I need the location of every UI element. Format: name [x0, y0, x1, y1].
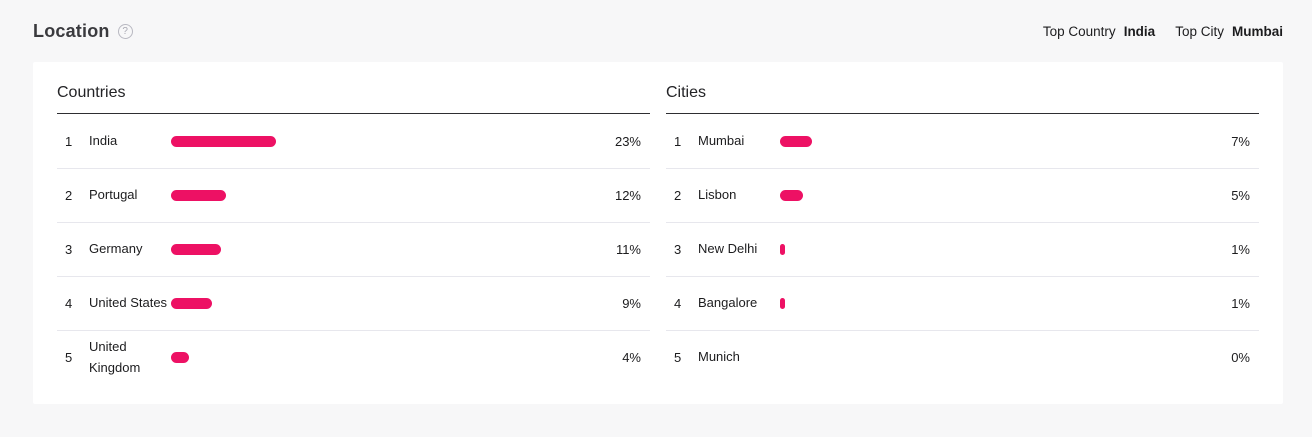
bar-track	[171, 298, 622, 309]
rank-label: 5	[65, 350, 73, 365]
country-name: United Kingdom	[89, 339, 141, 375]
percent-label: 9%	[622, 296, 641, 311]
city-name: Munich	[698, 349, 740, 365]
top-country-label: Top Country	[1042, 23, 1116, 39]
city-name: New Delhi	[698, 241, 758, 257]
columns: Countries 1 India 23% 2 Portugal 12% 3 G…	[57, 62, 1259, 384]
city-row: 2 Lisbon 5%	[666, 168, 1259, 222]
countries-column: Countries 1 India 23% 2 Portugal 12% 3 G…	[57, 62, 650, 384]
bar-track	[780, 352, 1231, 363]
city-name: Lisbon	[698, 187, 737, 203]
percent-label: 4%	[622, 350, 641, 365]
percent-bar	[171, 244, 222, 255]
country-row: 4 United States 9%	[57, 276, 650, 330]
country-row: 1 India 23%	[57, 114, 650, 168]
location-card: Countries 1 India 23% 2 Portugal 12% 3 G…	[33, 62, 1283, 404]
bar-track	[171, 135, 615, 147]
percent-label: 0%	[1231, 350, 1250, 365]
city-name: Bangalore	[698, 295, 758, 311]
countries-header: Countries	[57, 62, 650, 114]
rank-label: 3	[65, 242, 73, 257]
percent-label: 5%	[1231, 188, 1250, 203]
percent-label: 23%	[614, 133, 641, 149]
bar-track	[171, 244, 616, 255]
top-city-stat: Top City Mumbai	[1175, 24, 1283, 39]
percent-bar	[171, 135, 277, 147]
country-name: United States	[89, 295, 168, 311]
country-row: 2 Portugal 12%	[57, 168, 650, 222]
bar-track	[780, 190, 1231, 201]
percent-label: 1%	[1231, 296, 1250, 311]
city-name: Mumbai	[698, 132, 745, 148]
country-row: 3 Germany 11%	[57, 222, 650, 276]
bar-track	[171, 352, 622, 363]
top-stats: Top Country India Top City Mumbai	[1043, 24, 1283, 39]
percent-bar	[780, 190, 803, 201]
rank-label: 1	[65, 133, 73, 149]
city-row: 3 New Delhi 1%	[666, 222, 1259, 276]
percent-label: 1%	[1231, 242, 1250, 257]
country-name: Germany	[89, 241, 143, 257]
percent-label: 7%	[1231, 133, 1250, 149]
bar-track	[780, 298, 1231, 309]
page-title: Location	[33, 20, 110, 41]
bar-track	[171, 190, 615, 201]
city-row: 1 Mumbai 7%	[666, 114, 1259, 168]
cities-header: Cities	[666, 62, 1259, 114]
country-row: 5 United Kingdom 4%	[57, 330, 650, 384]
percent-label: 11%	[615, 242, 641, 257]
section-header-bar: Location ? Top Country India Top City Mu…	[0, 0, 1312, 62]
cities-column: Cities 1 Mumbai 7% 2 Lisbon 5% 3 New Del…	[666, 62, 1259, 384]
country-name: India	[89, 132, 118, 148]
percent-bar	[171, 352, 190, 363]
percent-bar	[780, 135, 812, 147]
country-name: Portugal	[89, 187, 138, 203]
top-city-label: Top City	[1175, 23, 1224, 39]
bar-track	[780, 135, 1231, 147]
city-row: 5 Munich 0%	[666, 330, 1259, 384]
rank-label: 4	[65, 296, 73, 311]
rank-label: 2	[65, 188, 73, 203]
percent-bar	[780, 244, 785, 255]
rank-label: 1	[674, 133, 682, 149]
bar-track	[780, 244, 1231, 255]
top-city-value: Mumbai	[1231, 23, 1283, 39]
rank-label: 3	[674, 242, 682, 257]
percent-label: 12%	[614, 188, 641, 203]
rank-label: 5	[674, 350, 682, 365]
rank-label: 4	[674, 296, 682, 311]
percent-bar	[171, 190, 226, 201]
top-country-stat: Top Country India	[1043, 24, 1155, 39]
rank-label: 2	[674, 188, 682, 203]
city-row: 4 Bangalore 1%	[666, 276, 1259, 330]
top-country-value: India	[1123, 23, 1156, 39]
percent-bar	[780, 298, 785, 309]
percent-bar	[171, 298, 213, 309]
help-icon[interactable]: ?	[117, 23, 133, 39]
